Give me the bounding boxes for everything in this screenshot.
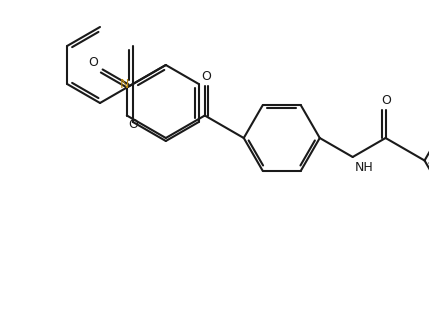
Text: O: O	[382, 94, 392, 107]
Text: N: N	[120, 78, 129, 92]
Text: O: O	[128, 118, 138, 131]
Text: O: O	[88, 57, 98, 70]
Text: O: O	[201, 70, 211, 82]
Text: NH: NH	[355, 161, 373, 174]
